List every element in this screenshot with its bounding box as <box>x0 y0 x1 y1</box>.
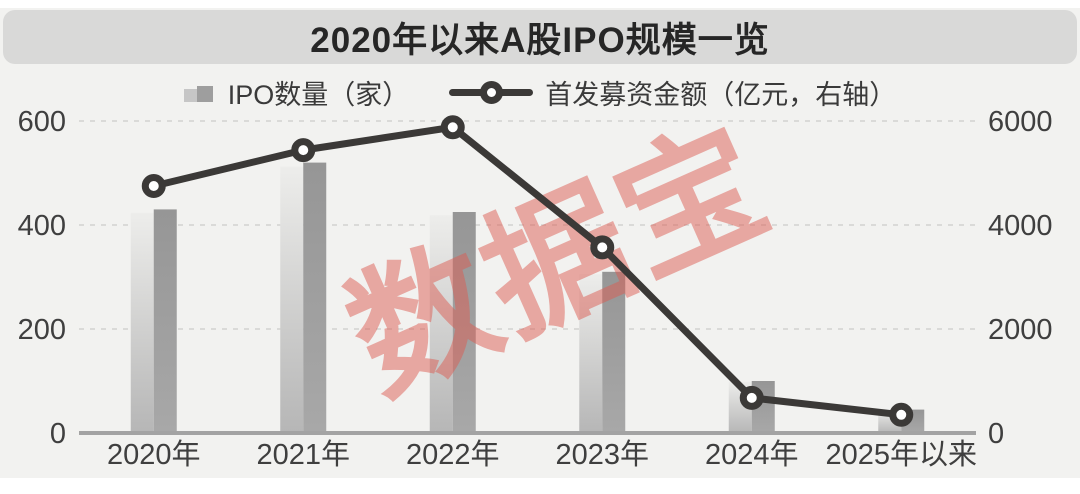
line-series-icon <box>449 80 534 104</box>
line-marker-2022年 <box>440 115 465 140</box>
bar-icon-dark-square <box>196 86 213 102</box>
fundraising-line <box>150 123 905 419</box>
bar-light-2020年 <box>130 212 154 433</box>
line-marker-2025年以来 <box>889 402 914 427</box>
left-axis-tick-200: 200 <box>18 314 66 346</box>
bar-light-2023年 <box>579 274 603 433</box>
chart-title: 2020年以来A股IPO规模一览 <box>310 20 770 60</box>
line-marker-2020年 <box>141 174 166 198</box>
legend-item-fundraising: 首发募资金额（亿元，右轴） <box>449 73 896 112</box>
right-axis-tick-0: 0 <box>988 418 1004 450</box>
x-axis-label-2022年: 2022年 <box>406 438 500 471</box>
x-axis-label-2020年: 2020年 <box>107 438 201 471</box>
left-axis-tick-400: 400 <box>18 210 66 242</box>
x-axis-label-2021年: 2021年 <box>256 438 350 471</box>
bar-icon-light-square <box>183 89 197 102</box>
line-icon-marker <box>480 81 504 104</box>
line-marker-2024年 <box>739 385 764 410</box>
bar-dark-2023年 <box>602 271 626 433</box>
x-axis-label-2025年以来: 2025年以来 <box>825 438 977 471</box>
chart-legend: IPO数量（家） 首发募资金额（亿元，右轴） <box>0 72 1080 112</box>
x-axis-label-2024年: 2024年 <box>705 438 799 471</box>
line-marker-2023年 <box>590 235 615 260</box>
bar-dark-2020年 <box>153 209 177 433</box>
legend-label-fundraising: 首发募资金额（亿元，右轴） <box>545 79 897 110</box>
bar-light-2022年 <box>429 215 453 433</box>
line-marker-2021年 <box>291 138 316 163</box>
watermark: 数据宝 <box>327 99 792 422</box>
chart-background-panel <box>0 8 1080 478</box>
bar-light-2021年 <box>280 166 304 433</box>
left-axis-tick-600: 600 <box>18 106 66 138</box>
bar-dark-2021年 <box>303 162 327 433</box>
bar-series-icon <box>183 82 216 102</box>
x-axis-label-2023年: 2023年 <box>555 438 649 471</box>
left-axis-tick-0: 0 <box>50 418 66 450</box>
bar-dark-2022年 <box>452 212 476 433</box>
legend-item-ipo-count: IPO数量（家） <box>183 73 410 112</box>
legend-label-ipo-count: IPO数量（家） <box>227 79 410 110</box>
chart-title-band: 2020年以来A股IPO规模一览 <box>3 10 1077 64</box>
right-axis-tick-4000: 4000 <box>988 210 1053 242</box>
right-axis-tick-6000: 6000 <box>988 106 1053 138</box>
right-axis-tick-2000: 2000 <box>988 314 1053 346</box>
